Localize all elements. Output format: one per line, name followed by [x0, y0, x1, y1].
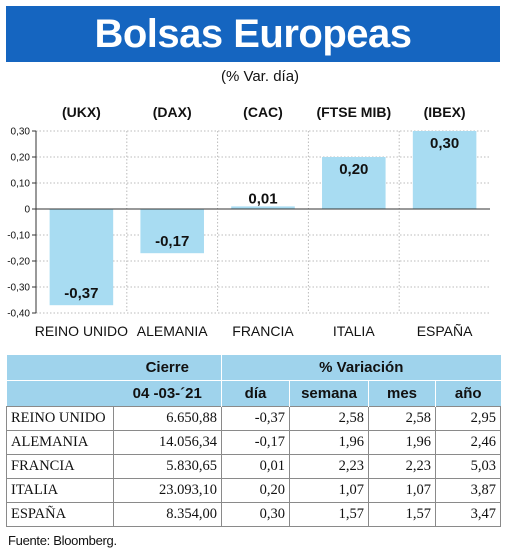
data-table: Cierre % Variación 04 -03-´21 día semana… — [6, 355, 502, 527]
header-dia: día — [221, 380, 290, 407]
bar-value-label: 0,01 — [248, 190, 277, 207]
y-tick-label: 0,30 — [11, 127, 31, 138]
market-table: Cierre % Variación 04 -03-´21 día semana… — [6, 355, 502, 527]
category-label: ESPAÑA — [417, 323, 473, 339]
header-mes: mes — [368, 380, 436, 407]
index-label: (CAC) — [243, 104, 283, 120]
cell-mes: 1,96 — [368, 430, 436, 455]
cell-mes: 1,07 — [368, 478, 436, 503]
table-row: ALEMANIA 14.056,34 -0,17 1,96 1,96 2,46 — [6, 430, 502, 455]
cell-semana: 2,23 — [289, 454, 369, 479]
cell-cierre: 6.650,88 — [113, 406, 222, 431]
header-semana: semana — [289, 380, 369, 407]
cell-semana: 1,96 — [289, 430, 369, 455]
bar — [140, 209, 204, 254]
cell-cierre: 14.056,34 — [113, 430, 222, 455]
chart-title: Bolsas Europeas — [94, 11, 412, 56]
table-row: REINO UNIDO 6.650,88 -0,37 2,58 2,58 2,9… — [6, 406, 502, 431]
header-ano: año — [434, 380, 501, 407]
cell-semana: 2,58 — [289, 406, 369, 431]
cell-mes: 2,58 — [368, 406, 436, 431]
y-tick-label: 0,10 — [11, 179, 31, 190]
cell-pais: FRANCIA — [6, 454, 114, 479]
cell-semana: 1,07 — [289, 478, 369, 503]
bar-value-label: -0,37 — [64, 285, 98, 302]
cell-cierre: 8.354,00 — [113, 502, 222, 527]
index-label: (IBEX) — [424, 104, 466, 120]
index-label: (UKX) — [62, 104, 101, 120]
y-tick-label: -0,30 — [7, 283, 30, 294]
y-tick-label: 0 — [24, 205, 30, 216]
cell-pais: ESPAÑA — [6, 502, 114, 527]
table-header-row-2: 04 -03-´21 día semana mes año — [6, 380, 501, 407]
index-label: (FTSE MIB) — [316, 104, 391, 120]
bar-chart: 0,30 0,20 0,10 0 -0,10 -0,20 -0,30 -0,40 -0,37 (U… — [7, 104, 490, 339]
cell-dia: 0,01 — [221, 454, 290, 479]
title-banner: Bolsas Europeas — [6, 6, 500, 62]
header-cierre: Cierre — [113, 355, 222, 381]
category-label: REINO UNIDO — [35, 323, 128, 339]
table-row: ITALIA 23.093,10 0,20 1,07 1,07 3,87 — [6, 478, 502, 503]
table-row: ESPAÑA 8.354,00 0,30 1,57 1,57 3,47 — [6, 502, 502, 527]
bar — [412, 131, 477, 209]
chart-subtitle: (% Var. día) — [220, 68, 300, 85]
cell-mes: 1,57 — [368, 502, 436, 527]
bar-value-label: 0,30 — [430, 135, 459, 152]
y-tick-label: -0,40 — [7, 309, 30, 320]
cell-dia: -0,37 — [221, 406, 290, 431]
bar — [49, 209, 114, 306]
cell-pais: ITALIA — [6, 478, 114, 503]
bar-value-label: 0,20 — [339, 161, 368, 178]
cell-cierre: 23.093,10 — [113, 478, 222, 503]
bar-value-label: -0,17 — [155, 233, 189, 250]
source-note: Fuente: Bloomberg. — [8, 533, 117, 548]
y-tick-label: -0,10 — [7, 231, 30, 242]
table-row: FRANCIA 5.830,65 0,01 2,23 2,23 5,03 — [6, 454, 502, 479]
cell-ano: 3,47 — [434, 502, 502, 527]
y-tick-label: 0,20 — [11, 153, 31, 164]
header-spacer — [6, 355, 114, 381]
index-label: (DAX) — [153, 104, 192, 120]
category-label: ALEMANIA — [137, 323, 208, 339]
cell-mes: 2,23 — [368, 454, 436, 479]
bar — [231, 206, 295, 209]
cell-pais: ALEMANIA — [6, 430, 114, 455]
cell-ano: 3,87 — [434, 478, 502, 503]
header-fecha: 04 -03-´21 — [113, 380, 222, 407]
cell-dia: -0,17 — [221, 430, 290, 455]
cell-pais: REINO UNIDO — [6, 406, 114, 431]
cell-semana: 1,57 — [289, 502, 369, 527]
header-variacion: % Variación — [220, 355, 501, 381]
cell-ano: 2,95 — [434, 406, 502, 431]
cell-ano: 5,03 — [434, 454, 502, 479]
cell-ano: 2,46 — [434, 430, 502, 455]
cell-dia: 0,30 — [221, 502, 290, 527]
cell-cierre: 5.830,65 — [113, 454, 222, 479]
header-spacer-2 — [6, 380, 114, 407]
bar — [322, 157, 386, 209]
table-header-row-1: Cierre % Variación — [6, 355, 501, 381]
category-label: FRANCIA — [232, 323, 294, 339]
category-label: ITALIA — [333, 323, 375, 339]
cell-dia: 0,20 — [221, 478, 290, 503]
y-tick-label: -0,20 — [7, 257, 30, 268]
